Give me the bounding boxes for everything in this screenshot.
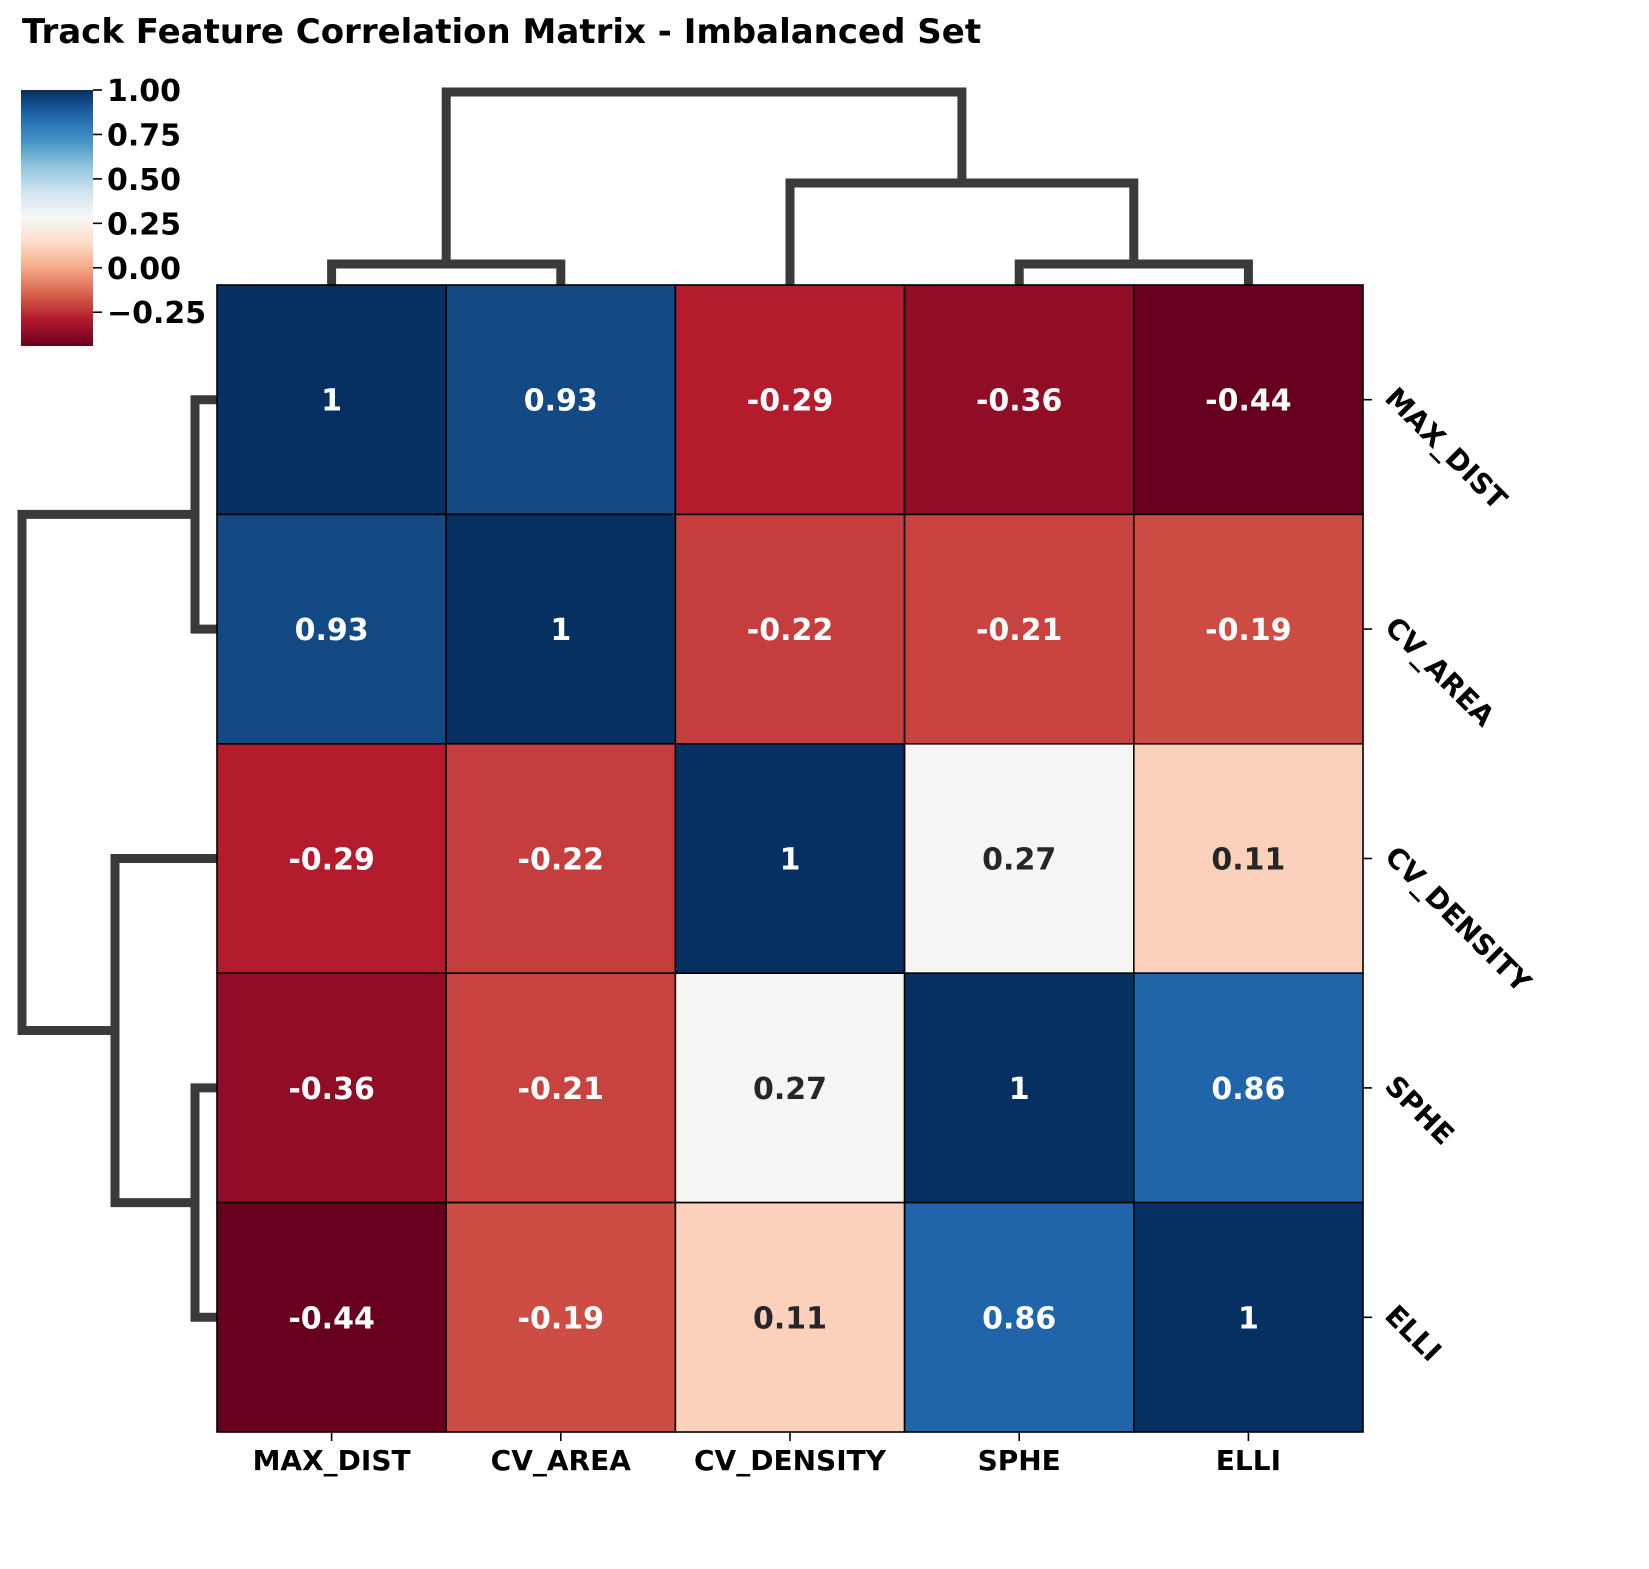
cell-value-label: 0.27: [982, 843, 1056, 878]
heatmap-grid: 1 0.93 -0.29 -0.36 -0.44 0.93 1 -0.22 -0.21 -0.19…: [216, 284, 1364, 1433]
dendrogram-link: [441, 87, 967, 264]
cell-value-label: 0.11: [753, 1301, 827, 1336]
cell-value-label: 0.27: [753, 1072, 827, 1107]
cell-value-label: -0.44: [1205, 384, 1291, 419]
dendrogram-link: [190, 395, 217, 634]
heatmap-cell: [216, 742, 447, 974]
cell-value-label: 1: [550, 613, 571, 648]
heatmap-cell: [445, 742, 677, 974]
colorbar-tick-label: 0.50: [107, 163, 181, 198]
cell-value-label: -0.22: [747, 613, 833, 648]
cell-value-label: 0.93: [295, 613, 369, 648]
row-tick-labels: MAX_DIST CV_AREA CV_DENSITY SPHE ELLI: [1363, 381, 1538, 1368]
cell-value-label: -0.21: [976, 613, 1062, 648]
cell-value-label: 0.86: [982, 1301, 1056, 1336]
cell-value-label: -0.44: [288, 1301, 374, 1336]
row-dendrogram: [17, 395, 217, 1322]
dendrogram-link: [17, 509, 195, 1036]
heatmap-cell: [1133, 284, 1364, 516]
heatmap-cell: [216, 1201, 447, 1433]
heatmap-cell: [674, 742, 906, 974]
heatmap-cell: [1133, 1201, 1364, 1433]
x-tick-label: CV_DENSITY: [694, 1444, 887, 1477]
colorbar-tick-label: 0.25: [107, 207, 181, 242]
heatmap-cell: [903, 284, 1135, 516]
colorbar-tick-label: 0.75: [107, 118, 181, 153]
chart-title: Track Feature Correlation Matrix - Imbal…: [22, 12, 981, 52]
y-tick-label: CV_DENSITY: [1378, 840, 1538, 1000]
cell-value-label: 0.93: [524, 384, 598, 419]
heatmap-cell: [674, 284, 906, 516]
colorbar-tick-label: 0.00: [107, 252, 181, 287]
heatmap-cell: [903, 742, 1135, 974]
heatmap-cell: [903, 1201, 1135, 1433]
column-tick-labels: MAX_DIST CV_AREA CV_DENSITY SPHE ELLI: [253, 1432, 1281, 1477]
cell-value-label: 1: [1238, 1301, 1259, 1336]
dendrogram-link: [110, 854, 217, 1208]
colorbar-tick-label: −0.25: [107, 296, 206, 331]
heatmap-cell: [1133, 513, 1364, 745]
cell-value-label: -0.29: [288, 843, 374, 878]
cell-value-label: 1: [780, 843, 801, 878]
y-tick-label: CV_AREA: [1378, 610, 1501, 733]
x-tick-label: ELLI: [1216, 1444, 1281, 1477]
cell-value-label: 1: [321, 384, 342, 419]
cell-value-label: -0.22: [518, 843, 604, 878]
cell-value-label: -0.21: [518, 1072, 604, 1107]
dendrogram-link: [785, 178, 1139, 285]
heatmap-cell: [216, 513, 447, 745]
cell-value-label: 0.86: [1211, 1072, 1285, 1107]
x-tick-label: SPHE: [978, 1444, 1061, 1477]
heatmap-cell: [445, 972, 677, 1204]
column-dendrogram: [327, 87, 1253, 285]
cell-value-label: -0.36: [976, 384, 1062, 419]
y-tick-label: ELLI: [1378, 1299, 1447, 1368]
heatmap-cell: [674, 1201, 906, 1433]
y-tick-label: SPHE: [1378, 1069, 1460, 1151]
cell-value-label: -0.36: [288, 1072, 374, 1107]
x-tick-label: MAX_DIST: [253, 1444, 411, 1477]
cell-value-label: -0.19: [518, 1301, 604, 1336]
heatmap-cell: [445, 513, 677, 745]
cell-value-label: -0.19: [1205, 613, 1291, 648]
cell-value-label: -0.29: [747, 384, 833, 419]
heatmap-cell: [674, 513, 906, 745]
x-tick-label: CV_AREA: [491, 1444, 632, 1477]
colorbar-tick-label: 1.00: [107, 74, 181, 109]
heatmap-cell: [674, 972, 906, 1204]
dendrogram-link: [190, 1083, 217, 1322]
dendrogram-link: [1014, 259, 1253, 285]
dendrogram-link: [327, 259, 566, 285]
y-tick-label: MAX_DIST: [1378, 381, 1513, 516]
colorbar: 1.00 0.75 0.50 0.25 0.00 −0.25: [21, 74, 206, 346]
heatmap-cell: [1133, 972, 1364, 1204]
colorbar-gradient: [21, 90, 93, 346]
cell-value-label: 0.11: [1211, 843, 1285, 878]
cell-value-label: 1: [1009, 1072, 1030, 1107]
